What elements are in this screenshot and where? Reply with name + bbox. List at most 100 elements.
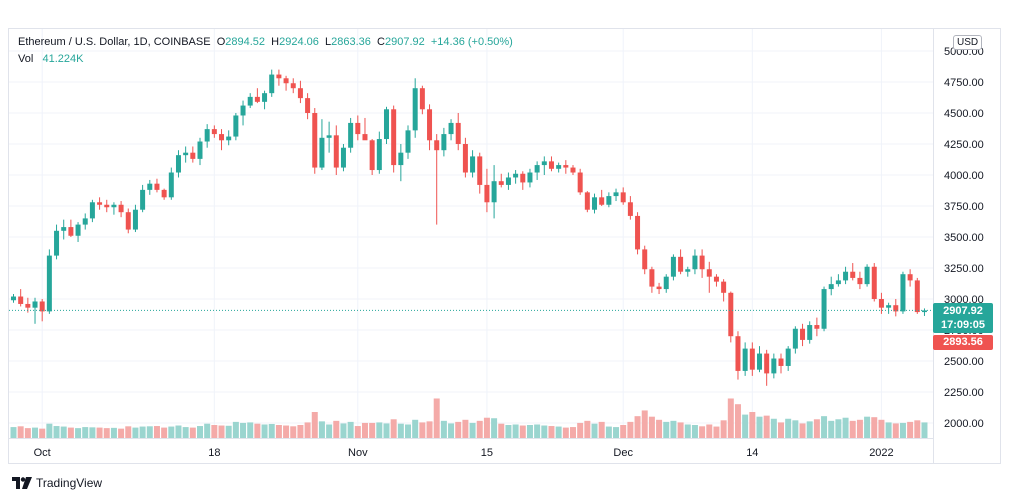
volume-bar — [806, 421, 813, 438]
volume-bar — [720, 420, 727, 438]
candle-body — [441, 134, 447, 151]
volume-bar — [742, 414, 749, 438]
volume-bar — [455, 421, 462, 438]
volume-bar — [656, 419, 663, 438]
volume-bar — [512, 424, 519, 438]
time-tick-label: 2022 — [869, 447, 893, 459]
candle-body — [39, 301, 45, 312]
volume-bar — [526, 425, 533, 438]
candle-body — [728, 292, 734, 337]
candle-body — [197, 141, 203, 159]
volume-bar — [426, 421, 433, 438]
volume-bar — [96, 427, 103, 438]
volume-bar — [821, 416, 828, 438]
candle-body — [613, 192, 619, 197]
volume-bar — [462, 419, 469, 438]
candle-body — [513, 173, 519, 178]
volume-bar — [110, 427, 117, 438]
volume-bar — [161, 427, 168, 438]
candle-body — [620, 192, 626, 203]
volume-bar — [577, 422, 584, 438]
candle-body — [570, 167, 576, 173]
tradingview-logo[interactable]: TradingView — [12, 476, 102, 490]
candle-body — [405, 130, 411, 153]
candle-body — [864, 266, 870, 285]
candle-body — [25, 303, 31, 308]
volume-bar — [189, 427, 196, 438]
candle-body — [678, 256, 684, 272]
candle-body — [778, 358, 784, 366]
legend-low: 2863.36 — [331, 36, 371, 48]
volume-bar — [519, 425, 526, 438]
candle-body — [412, 88, 418, 131]
legend-high: 2924.06 — [279, 36, 319, 48]
candle-body — [484, 184, 490, 203]
volume-bar — [82, 427, 89, 438]
volume-bar — [756, 416, 763, 438]
candle-body — [563, 165, 569, 168]
volume-bar — [333, 420, 340, 438]
candle-body — [254, 96, 260, 102]
volume-bar — [24, 428, 31, 438]
volume-bar — [483, 417, 490, 438]
candle-body — [785, 348, 791, 366]
volume-bar — [491, 418, 498, 438]
candle-body — [556, 165, 562, 169]
volume-bar — [591, 423, 598, 438]
volume-bar — [125, 426, 132, 438]
time-tick-label: Dec — [613, 447, 633, 459]
price-tick-label: 4750.00 — [944, 77, 984, 89]
candle-body — [907, 274, 913, 281]
volume-bar — [168, 426, 175, 438]
volume-bar — [326, 424, 333, 438]
legend-open-label: O — [216, 36, 226, 48]
candle-body — [670, 256, 676, 277]
volume-bar — [290, 426, 297, 438]
volume-bar — [204, 423, 211, 438]
candle-body — [814, 325, 820, 329]
price-tick-label: 4000.00 — [944, 170, 984, 182]
last-price-value: 2907.92 — [943, 305, 983, 317]
volume-bar — [39, 428, 46, 438]
volume-bar — [132, 427, 139, 438]
candle-body — [548, 161, 554, 169]
candle-body — [434, 140, 440, 151]
volume-bar — [914, 420, 921, 438]
price-tick-label: 2500.00 — [944, 356, 984, 368]
candle-body — [498, 181, 504, 185]
time-tick-label: Nov — [348, 447, 368, 459]
candle-body — [520, 173, 526, 183]
volume-bar — [46, 423, 53, 438]
volume-bar — [713, 426, 720, 438]
volume-bar — [369, 422, 376, 438]
volume-bar — [892, 423, 899, 438]
volume-bar — [10, 427, 17, 438]
candle-body — [584, 192, 590, 210]
volume-bar — [232, 421, 239, 438]
volume-bar — [318, 421, 325, 438]
candle-body — [118, 204, 124, 213]
volume-bar — [469, 422, 476, 438]
volume-bar — [440, 420, 447, 438]
volume-bar — [103, 428, 110, 438]
volume-bar — [691, 425, 698, 438]
volume-bar — [340, 423, 347, 438]
volume-bar — [254, 423, 261, 438]
legend-high-label: H — [271, 36, 280, 48]
volume-bar — [175, 425, 182, 438]
candle-body — [161, 189, 167, 198]
volume-bar — [792, 420, 799, 438]
volume-bar — [613, 427, 620, 438]
volume-bar — [146, 426, 153, 438]
volume-bar — [799, 423, 806, 438]
bar-countdown: 17:09:05 — [940, 319, 986, 331]
volume-bar — [383, 423, 390, 438]
volume-bar — [562, 427, 569, 438]
candle-body — [462, 144, 468, 173]
volume-bar — [433, 398, 440, 438]
volume-bar — [670, 420, 677, 438]
candle-body — [204, 129, 210, 142]
candle-body — [706, 269, 712, 277]
currency-button[interactable]: USD — [953, 35, 983, 50]
